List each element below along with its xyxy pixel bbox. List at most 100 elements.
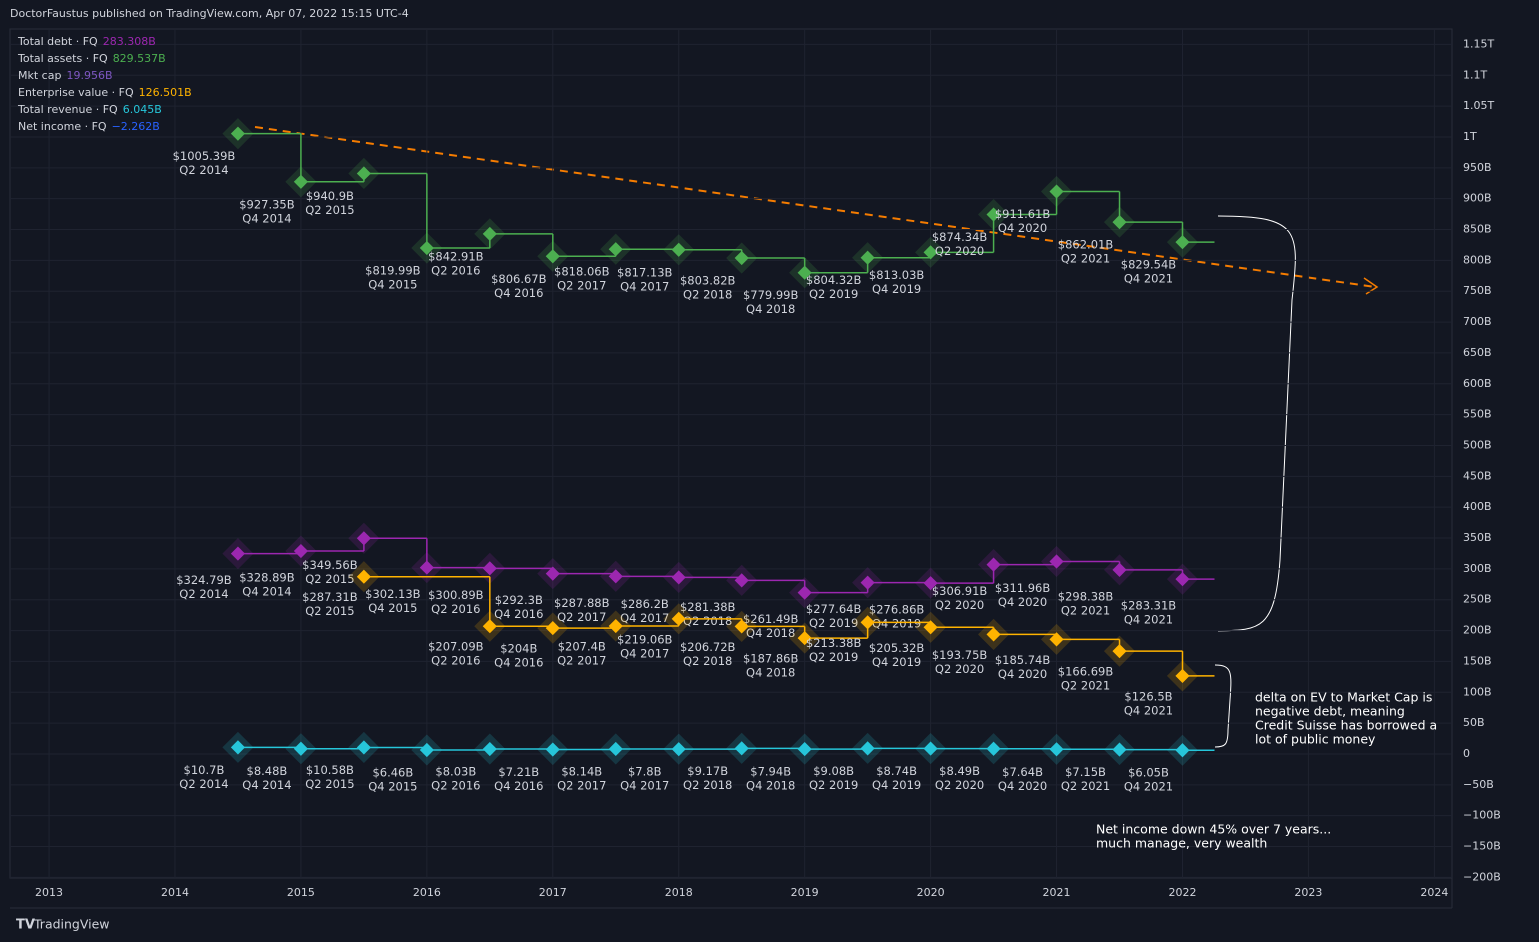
value-label: $9.17B <box>687 764 728 778</box>
period-label: Q2 2021 <box>1061 603 1110 617</box>
value-label: $287.31B <box>302 590 358 604</box>
marker <box>1049 184 1064 199</box>
marker <box>419 560 434 575</box>
legend-name: Total assets · FQ <box>17 52 108 65</box>
marker <box>860 615 875 630</box>
period-label: Q2 2020 <box>935 662 984 676</box>
y-tick-label: −200B <box>1463 870 1501 883</box>
value-label: $349.56B <box>302 558 358 572</box>
y-tick-label: 450B <box>1463 469 1492 482</box>
x-tick-label: 2019 <box>791 886 819 899</box>
period-label: Q4 2015 <box>368 601 417 615</box>
value-label: $206.72B <box>680 640 736 654</box>
period-label: Q2 2016 <box>431 263 480 277</box>
period-label: Q4 2014 <box>242 585 291 599</box>
marker <box>293 174 308 189</box>
value-label: $6.46B <box>372 765 413 779</box>
period-label: Q4 2019 <box>872 655 921 669</box>
value-label: $213.38B <box>806 636 862 650</box>
value-label: $286.2B <box>621 597 669 611</box>
marker <box>608 618 623 634</box>
value-label: $283.31B <box>1121 599 1177 613</box>
y-tick-label: 800B <box>1463 253 1492 266</box>
period-label: Q2 2017 <box>557 279 606 293</box>
period-label: Q2 2018 <box>683 778 732 792</box>
annotation: Net income down 45% over 7 years... <box>1096 822 1331 837</box>
annotation: lot of public money <box>1255 732 1376 747</box>
period-label: Q2 2015 <box>305 203 354 217</box>
period-label: Q2 2018 <box>683 614 732 628</box>
value-label: $276.86B <box>869 603 925 617</box>
value-label: $779.99B <box>743 288 799 302</box>
period-label: Q4 2017 <box>620 611 669 625</box>
period-label: Q4 2018 <box>746 666 795 680</box>
marker <box>923 620 938 635</box>
marker <box>1112 644 1127 659</box>
period-label: Q4 2019 <box>872 282 921 296</box>
value-label: $7.15B <box>1065 765 1106 779</box>
marker <box>356 531 371 546</box>
value-label: $185.74B <box>995 653 1051 667</box>
marker <box>860 575 875 590</box>
marker <box>734 573 749 588</box>
value-label: $8.74B <box>876 764 917 778</box>
marker <box>482 741 497 757</box>
period-label: Q2 2014 <box>179 163 228 177</box>
legend-value: 19.956B <box>66 69 112 82</box>
value-label: $277.64B <box>806 602 862 616</box>
period-label: Q2 2016 <box>431 654 480 668</box>
annotation: Credit Suisse has borrowed a <box>1255 718 1437 733</box>
legend-entry: Total assets · FQ 829.537B <box>17 52 166 65</box>
marker <box>1175 572 1190 587</box>
y-tick-label: 1.05T <box>1463 99 1494 112</box>
marker <box>545 742 560 757</box>
y-tick-label: 0 <box>1463 747 1470 760</box>
period-label: Q4 2020 <box>998 779 1047 793</box>
value-label: $7.8B <box>628 765 662 779</box>
value-label: $8.49B <box>939 764 980 778</box>
value-label: $207.4B <box>558 640 606 654</box>
y-tick-label: 50B <box>1463 716 1485 729</box>
period-label: Q4 2019 <box>872 778 921 792</box>
value-label: $261.49B <box>743 612 799 626</box>
value-label: $298.38B <box>1058 589 1114 603</box>
x-tick-label: 2015 <box>287 886 315 899</box>
annotation: much manage, very wealth <box>1096 836 1267 851</box>
marker <box>1112 742 1127 757</box>
marker <box>1049 632 1064 647</box>
x-tick-label: 2021 <box>1043 886 1071 899</box>
period-label: Q2 2021 <box>1061 779 1110 793</box>
marker <box>419 240 434 256</box>
value-label: $207.09B <box>428 640 484 654</box>
period-label: Q2 2014 <box>179 587 228 601</box>
y-tick-label: 250B <box>1463 593 1492 606</box>
y-tick-label: −100B <box>1463 809 1501 822</box>
bracket <box>1217 215 1296 632</box>
legend-entry: Total debt · FQ 283.308B <box>17 35 156 48</box>
bracket <box>1214 664 1232 748</box>
y-tick-label: 100B <box>1463 685 1492 698</box>
value-label: $862.01B <box>1058 238 1114 252</box>
marker <box>545 566 560 581</box>
period-label: Q2 2015 <box>305 604 354 618</box>
marker <box>356 569 371 584</box>
x-tick-label: 2017 <box>539 886 567 899</box>
marker <box>797 631 812 646</box>
period-label: Q4 2016 <box>494 656 543 670</box>
value-label: $292.3B <box>495 593 543 607</box>
period-label: Q2 2021 <box>1061 679 1110 693</box>
marker <box>293 543 308 559</box>
marker <box>1112 562 1127 577</box>
marker <box>230 546 246 561</box>
y-tick-label: 1.15T <box>1463 37 1494 50</box>
marker <box>608 242 623 257</box>
period-label: Q2 2019 <box>809 778 858 792</box>
value-label: $8.48B <box>247 764 288 778</box>
footer-brand: TradingView <box>33 917 110 932</box>
value-label: $803.82B <box>680 274 736 288</box>
marker <box>797 585 812 600</box>
period-label: Q2 2018 <box>683 288 732 302</box>
value-label: $819.99B <box>365 264 421 278</box>
x-tick-label: 2022 <box>1168 886 1196 899</box>
period-label: Q2 2019 <box>809 650 858 664</box>
